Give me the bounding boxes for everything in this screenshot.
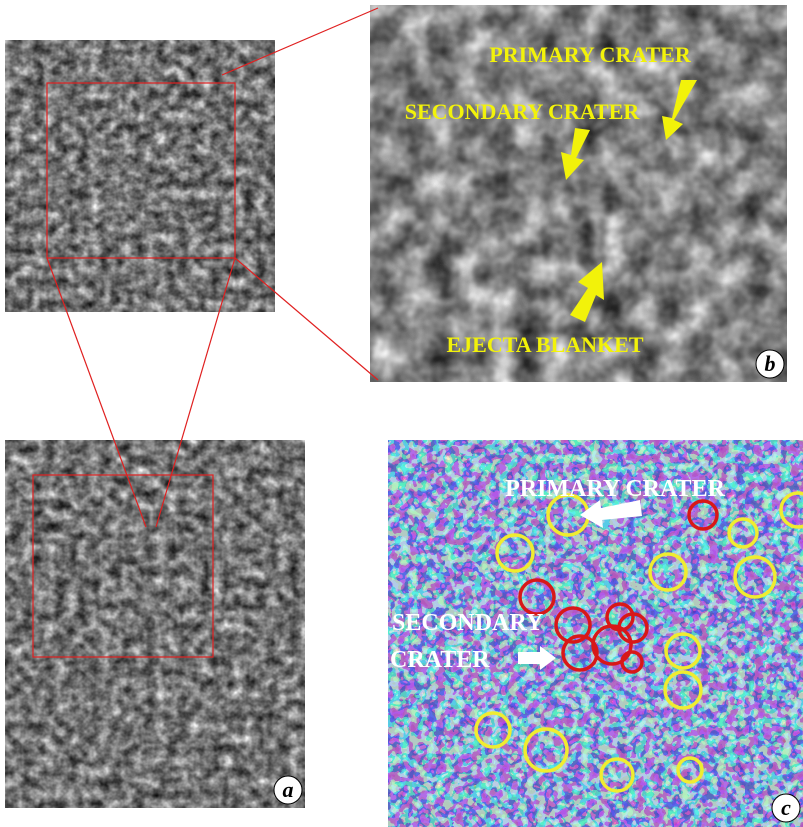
figure: PRIMARY CRATER SECONDARY CRATER EJECTA B… bbox=[0, 0, 803, 827]
connector bbox=[235, 258, 378, 380]
annotation: PRIMARY CRATER bbox=[489, 42, 692, 67]
annotation: PRIMARY CRATER bbox=[505, 476, 725, 502]
panel-label: b bbox=[765, 351, 776, 376]
annotation: CRATER bbox=[390, 647, 490, 673]
panel-label: a bbox=[283, 777, 294, 802]
annotation: EJECTA BLANKET bbox=[446, 332, 643, 357]
panel-label: c bbox=[781, 795, 791, 820]
radar-image bbox=[5, 440, 305, 808]
annotation: SECONDARY CRATER bbox=[405, 99, 641, 124]
annotation: SECONDARY bbox=[392, 610, 543, 636]
